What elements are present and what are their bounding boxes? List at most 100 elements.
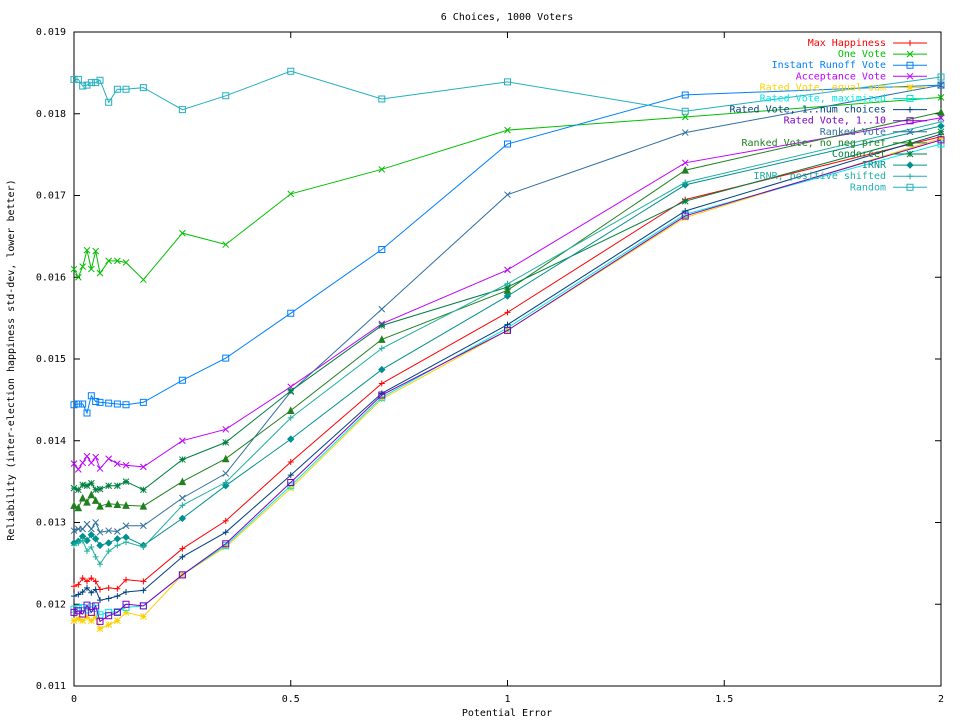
data-point	[113, 535, 122, 543]
data-point	[504, 266, 511, 274]
data-point	[681, 91, 689, 99]
data-point	[83, 482, 91, 490]
data-point	[88, 544, 95, 551]
data-point	[70, 265, 78, 273]
data-point	[222, 439, 230, 446]
data-point	[287, 67, 295, 75]
data-point	[113, 500, 122, 509]
data-point	[70, 460, 78, 467]
data-point	[113, 528, 121, 535]
data-point	[504, 326, 511, 334]
data-point	[937, 107, 945, 116]
legend-label: Rated Vote, maximized	[760, 94, 886, 105]
data-point	[681, 197, 689, 205]
data-point	[179, 545, 186, 552]
y-tick-label: 0.018	[36, 109, 66, 120]
legend-label: One Vote	[838, 49, 886, 60]
data-point	[113, 257, 121, 265]
data-point	[937, 94, 945, 101]
data-point	[104, 539, 113, 547]
data-point	[113, 482, 121, 490]
data-point	[681, 166, 690, 174]
data-point	[937, 81, 945, 89]
data-point	[140, 463, 147, 471]
data-point	[504, 126, 511, 134]
data-point	[83, 497, 91, 506]
data-point	[140, 276, 147, 284]
data-point	[122, 600, 130, 608]
data-point	[92, 578, 99, 585]
legend-label: Ranked Vote	[820, 127, 886, 138]
data-point	[178, 477, 187, 486]
series-line	[73, 125, 942, 546]
data-point	[287, 459, 294, 466]
y-tick-label: 0.013	[36, 518, 66, 529]
data-point	[113, 617, 121, 624]
data-point	[114, 593, 121, 600]
data-point	[682, 179, 689, 186]
data-point	[113, 608, 121, 616]
data-point	[71, 542, 77, 549]
data-point	[105, 257, 113, 265]
data-point	[222, 482, 230, 490]
data-point	[87, 490, 96, 499]
series-instant-runoff-vote	[70, 81, 945, 417]
data-point	[378, 395, 386, 403]
data-point	[105, 548, 112, 555]
x-tick-label: 1	[504, 694, 510, 705]
data-point	[79, 588, 86, 595]
data-point	[70, 484, 78, 492]
data-point	[96, 269, 104, 277]
data-point	[83, 613, 91, 621]
data-point	[79, 610, 87, 618]
data-point	[83, 409, 91, 417]
data-point	[92, 586, 99, 593]
data-point	[221, 454, 230, 463]
data-point	[140, 578, 147, 585]
data-point	[681, 159, 689, 167]
data-point	[91, 535, 100, 543]
y-tick-label: 0.011	[36, 681, 66, 692]
series-line	[73, 84, 942, 415]
legend-marker	[906, 84, 914, 91]
data-point	[79, 575, 86, 582]
data-point	[222, 425, 230, 433]
data-point	[222, 479, 229, 486]
data-point	[378, 322, 386, 329]
y-tick-label: 0.014	[36, 436, 66, 447]
data-point	[287, 387, 295, 395]
legend-label: Random	[850, 182, 886, 193]
data-point	[504, 78, 511, 86]
data-point	[179, 553, 186, 560]
data-point	[79, 459, 87, 467]
data-point	[79, 617, 87, 624]
data-point	[222, 517, 229, 524]
data-point	[122, 501, 130, 509]
data-point	[378, 365, 386, 374]
legend-marker	[906, 50, 914, 58]
data-point	[222, 241, 230, 248]
data-point	[87, 525, 95, 533]
series-one-vote	[70, 94, 945, 284]
data-point	[504, 283, 511, 291]
legend-marker	[906, 128, 914, 136]
data-point	[287, 309, 295, 317]
data-point	[74, 607, 82, 615]
series-acceptance-vote	[70, 114, 945, 473]
series-ranked-vote	[70, 81, 945, 536]
data-point	[123, 539, 130, 546]
data-point	[75, 581, 82, 588]
data-point	[105, 621, 113, 629]
series-line	[73, 139, 942, 623]
data-point	[96, 617, 104, 625]
data-point	[122, 478, 130, 485]
legend-label: Rated Vote, equal sum	[760, 82, 886, 93]
data-point	[178, 514, 187, 523]
data-point	[92, 453, 100, 461]
legend-marker	[906, 150, 914, 158]
data-point	[96, 485, 104, 493]
legend-label: Max Happiness	[808, 38, 886, 49]
data-point	[287, 484, 295, 492]
